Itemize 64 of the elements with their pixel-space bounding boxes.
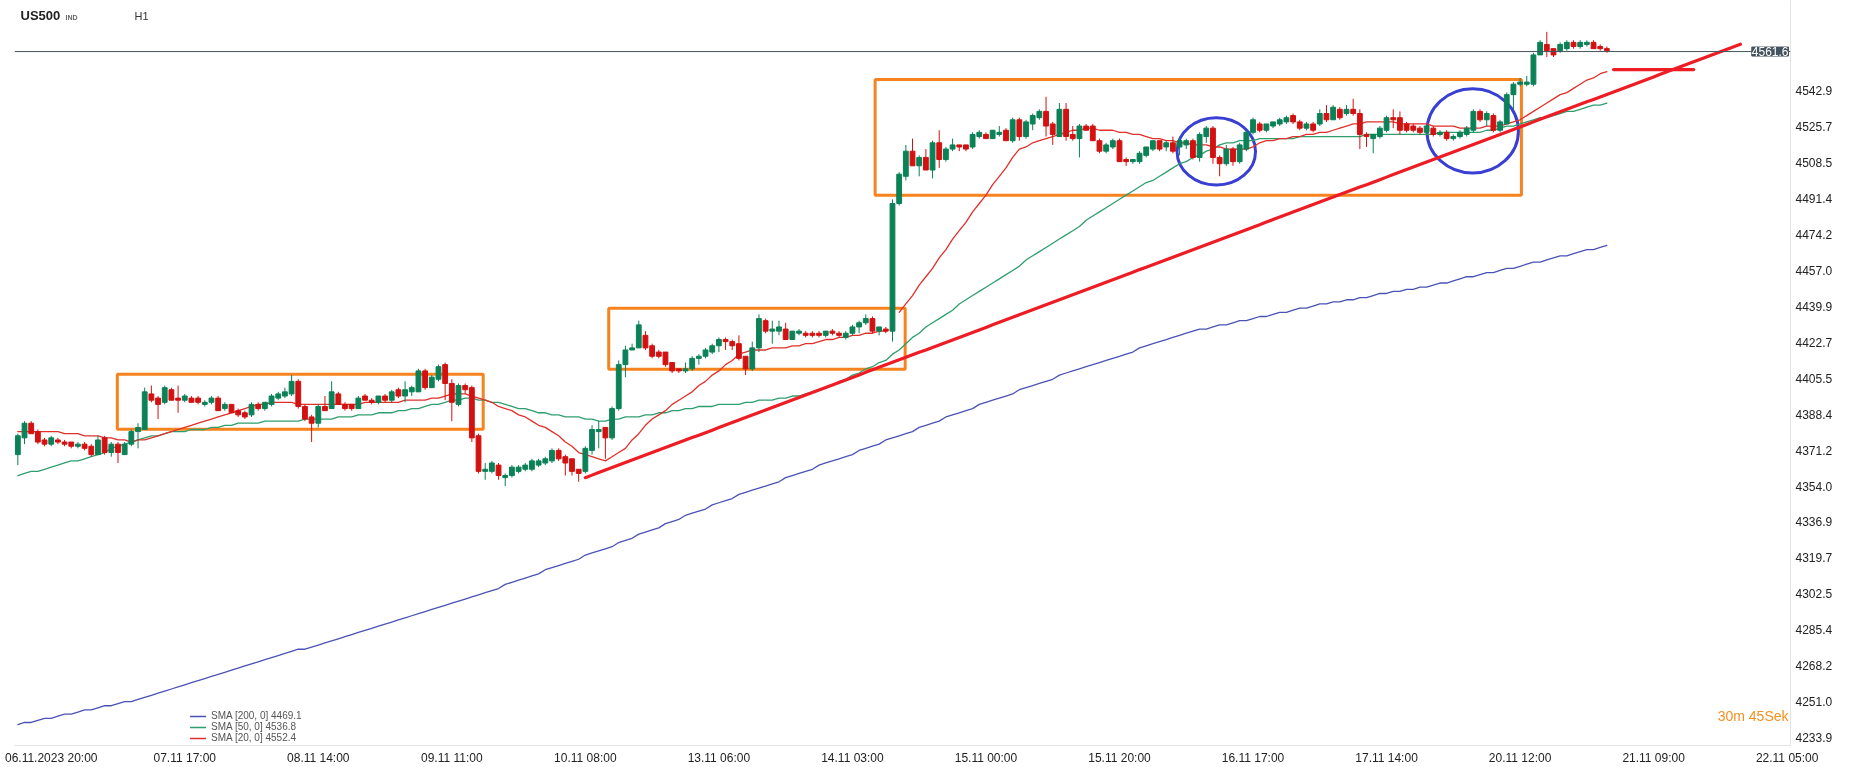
x-tick-label: 17.11 14:00: [1355, 750, 1419, 765]
y-tick-label: 4371.2: [1795, 443, 1833, 458]
candlestick: [101, 435, 108, 456]
y-tick-label: 4268.2: [1795, 659, 1833, 674]
x-tick-label: 10.11 08:00: [554, 750, 617, 765]
y-tick-label: 4285.4: [1795, 623, 1833, 638]
y-tick-label: 4336.9: [1795, 515, 1833, 530]
line-series: [583, 42, 1743, 480]
text: US500: [20, 7, 61, 23]
candlestick: [1190, 138, 1196, 161]
candlestick: [1009, 117, 1016, 144]
y-tick-label: 4542.9: [1795, 84, 1833, 99]
candlestick: [1076, 123, 1083, 158]
legend-label: SMA [200, 0] 4469.1: [211, 710, 302, 721]
ref-line-label: 4561.6: [1751, 45, 1789, 60]
y-tick-label: 4457.0: [1795, 263, 1833, 278]
candlestick: [1223, 144, 1230, 167]
y-tick-label: 4302.5: [1795, 587, 1833, 602]
x-tick-label: 15.11 20:00: [1088, 750, 1152, 765]
y-tick-label: 4319.7: [1795, 551, 1833, 566]
candlestick: [909, 138, 916, 167]
y-tick-label: 4233.9: [1795, 730, 1833, 745]
candlestick: [328, 380, 335, 410]
candlestick: [322, 395, 328, 412]
candlestick: [1230, 146, 1236, 167]
x-tick-label: 15.11 00:00: [954, 750, 1018, 765]
legend-label: SMA [20, 0] 4552.4: [211, 732, 297, 743]
y-tick-label: 4354.0: [1795, 479, 1833, 494]
candlestick: [1437, 129, 1443, 138]
x-tick-label: 09.11 11:00: [421, 750, 483, 765]
y-tick-label: 4388.4: [1795, 407, 1833, 422]
y-tick-label: 4525.7: [1795, 120, 1833, 135]
candlestick: [1016, 117, 1023, 142]
x-tick-label: 21.11 09:00: [1622, 750, 1686, 765]
x-tick-label: 14.11 03:00: [821, 750, 884, 765]
x-tick-label: 07.11 17:00: [153, 750, 217, 765]
x-tick-label: 20.11 12:00: [1488, 750, 1552, 765]
text: H1: [134, 9, 149, 22]
candlestick: [602, 426, 609, 460]
x-tick-label: 06.11.2023 20:00: [4, 750, 98, 765]
candlestick: [936, 129, 943, 169]
y-tick-label: 4474.2: [1795, 227, 1833, 242]
legend-label: SMA [50, 0] 4536.8: [211, 721, 297, 732]
x-tick-label: 13.11 06:00: [687, 750, 751, 765]
candlestick: [115, 441, 121, 464]
x-tick-label: 16.11 17:00: [1221, 750, 1285, 765]
y-tick-label: 4422.7: [1795, 335, 1833, 350]
candlestick: [75, 441, 81, 449]
candlestick: [922, 148, 929, 171]
candlestick: [916, 154, 923, 177]
candlestick: [455, 382, 462, 407]
candlestick: [315, 403, 322, 428]
x-tick-label: 08.11 14:00: [287, 750, 350, 765]
candlestick: [1490, 113, 1497, 133]
candlestick: [95, 435, 101, 456]
y-tick-label: 4508.5: [1795, 156, 1833, 171]
y-tick-label: 4405.5: [1795, 371, 1833, 386]
candlestick: [422, 368, 429, 391]
y-tick-label: 4251.0: [1795, 695, 1833, 710]
annotation: 30m 45Sek: [1717, 707, 1790, 724]
candlestick: [161, 385, 168, 405]
x-tick-label: 22.11 05:00: [1755, 750, 1819, 765]
y-tick-label: 4491.4: [1795, 191, 1833, 206]
y-tick-label: 4439.9: [1795, 299, 1833, 314]
